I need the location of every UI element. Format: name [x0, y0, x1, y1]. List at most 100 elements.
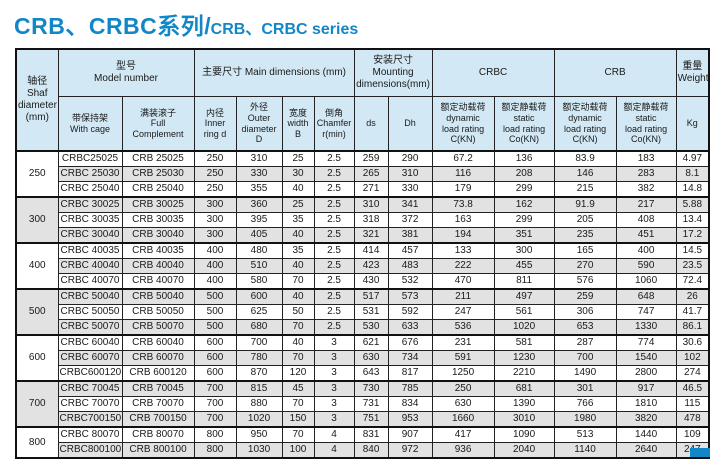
crbc-static-load-Co: 1390 [493, 396, 555, 412]
crb-static-load-Co: 217 [615, 196, 677, 213]
table-row: CRBC 50050 CRB 50050 500 625 50 2.5 531 592 247 5… [16, 304, 710, 320]
mounting-Dh: 457 [387, 242, 433, 259]
outer-diameter-D: 330 [235, 166, 283, 182]
inner-ring-d: 700 [193, 396, 237, 412]
crbc-static-load-Co: 1230 [493, 350, 555, 366]
outer-diameter-D: 870 [235, 365, 283, 382]
model-with-cage: CRBC 50070 [57, 319, 123, 336]
crb-dynamic-load-C: 215 [553, 181, 617, 198]
model-full-complement: CRB 700150 [121, 411, 195, 428]
width-B: 40 [281, 227, 315, 244]
outer-diameter-D: 680 [235, 319, 283, 336]
bearing-spec-table: 轴径 Shaf diameter (mm) 型号 Model number 主要… [15, 48, 710, 459]
outer-diameter-D: 625 [235, 304, 283, 320]
crbc-static-load-Co: 1090 [493, 426, 555, 443]
crb-static-load-Co: 3820 [615, 411, 677, 428]
mounting-ds: 259 [353, 150, 389, 167]
model-full-complement: CRB 40035 [121, 242, 195, 259]
mounting-Dh: 907 [387, 426, 433, 443]
crb-dynamic-load-C: 1140 [553, 442, 617, 459]
width-B: 120 [281, 365, 315, 382]
model-with-cage: CRBC700150 [57, 411, 123, 428]
table-header: 轴径 Shaf diameter (mm) 型号 Model number 主要… [15, 48, 710, 152]
header-crb: CRB [553, 48, 677, 97]
mounting-Dh: 381 [387, 227, 433, 244]
model-full-complement: CRB 60070 [121, 350, 195, 366]
crbc-dynamic-load-C: 116 [431, 166, 495, 182]
table-row: CRBC600120 CRB 600120 600 870 120 3 643 817 1250… [16, 365, 710, 382]
weight-kg: 5.88 [675, 196, 710, 213]
crbc-dynamic-load-C: 67.2 [431, 150, 495, 167]
inner-ring-d: 500 [193, 288, 237, 305]
crb-dynamic-load-C: 287 [553, 334, 617, 351]
header-shaft-diameter: 轴径 Shaf diameter (mm) [15, 48, 59, 152]
outer-diameter-D: 600 [235, 288, 283, 305]
outer-diameter-D: 880 [235, 396, 283, 412]
model-full-complement: CRB 60040 [121, 334, 195, 351]
crb-dynamic-load-C: 1490 [553, 365, 617, 382]
weight-kg: 14.5 [675, 242, 710, 259]
crbc-dynamic-load-C: 73.8 [431, 196, 495, 213]
mounting-Dh: 817 [387, 365, 433, 382]
width-B: 40 [281, 288, 315, 305]
model-full-complement: CRB 25030 [121, 166, 195, 182]
width-B: 35 [281, 242, 315, 259]
crbc-dynamic-load-C: 1660 [431, 411, 495, 428]
crbc-dynamic-load-C: 231 [431, 334, 495, 351]
inner-ring-d: 250 [193, 181, 237, 198]
shaft-diameter-group: 250 [15, 150, 59, 198]
chamfer-r-min: 2.5 [313, 319, 355, 336]
width-B: 45 [281, 380, 315, 397]
title-english: CRB、CRBC series [210, 21, 359, 38]
crb-static-load-Co: 1330 [615, 319, 677, 336]
weight-kg: 478 [675, 411, 710, 428]
inner-ring-d: 700 [193, 411, 237, 428]
model-full-complement: CRB 50040 [121, 288, 195, 305]
inner-ring-d: 300 [193, 212, 237, 228]
mounting-Dh: 633 [387, 319, 433, 336]
chamfer-r-min: 2.5 [313, 273, 355, 290]
crbc-static-load-Co: 581 [493, 334, 555, 351]
crbc-dynamic-load-C: 1250 [431, 365, 495, 382]
chamfer-r-min: 3 [313, 334, 355, 351]
crbc-dynamic-load-C: 630 [431, 396, 495, 412]
crb-static-load-Co: 917 [615, 380, 677, 397]
width-B: 50 [281, 304, 315, 320]
chamfer-r-min: 2.5 [313, 196, 355, 213]
mounting-Dh: 310 [387, 166, 433, 182]
table-row: CRBC 60070 CRB 60070 600 780 70 3 630 734 591 123… [16, 350, 710, 366]
model-full-complement: CRB 40070 [121, 273, 195, 290]
mounting-ds: 831 [353, 426, 389, 443]
model-with-cage: CRBC 50040 [57, 288, 123, 305]
chamfer-r-min: 4 [313, 442, 355, 459]
outer-diameter-D: 510 [235, 258, 283, 274]
table-row: CRBC 70070 CRB 70070 700 880 70 3 731 834 630 139… [16, 396, 710, 412]
crb-static-load-Co: 1440 [615, 426, 677, 443]
header-weight: 重量 Weight [675, 48, 710, 97]
header-ds: ds [353, 96, 389, 152]
outer-diameter-D: 360 [235, 196, 283, 213]
crb-static-load-Co: 2800 [615, 365, 677, 382]
crbc-dynamic-load-C: 222 [431, 258, 495, 274]
page-corner-mark [690, 448, 710, 457]
crbc-static-load-Co: 351 [493, 227, 555, 244]
chamfer-r-min: 2.5 [313, 288, 355, 305]
model-with-cage: CRBC 40040 [57, 258, 123, 274]
table-row: 300 CRBC 30025 CRB 30025 300 360 25 2.5 310 341 7… [15, 196, 710, 244]
header-row-groups: 轴径 Shaf diameter (mm) 型号 Model number 主要… [15, 48, 710, 152]
model-full-complement: CRB 30035 [121, 212, 195, 228]
width-B: 25 [281, 196, 315, 213]
table-row: CRBC 25030 CRB 25030 250 330 30 2.5 265 310 116 2… [16, 166, 710, 182]
inner-ring-d: 700 [193, 380, 237, 397]
shaft-diameter-group: 400 [15, 242, 59, 290]
weight-kg: 26 [675, 288, 710, 305]
inner-ring-d: 500 [193, 319, 237, 336]
model-full-complement: CRB 800100 [121, 442, 195, 459]
crb-static-load-Co: 400 [615, 242, 677, 259]
crb-dynamic-load-C: 301 [553, 380, 617, 397]
width-B: 70 [281, 273, 315, 290]
weight-kg: 274 [675, 365, 710, 382]
mounting-ds: 430 [353, 273, 389, 290]
crbc-static-load-Co: 162 [493, 196, 555, 213]
outer-diameter-D: 1020 [235, 411, 283, 428]
